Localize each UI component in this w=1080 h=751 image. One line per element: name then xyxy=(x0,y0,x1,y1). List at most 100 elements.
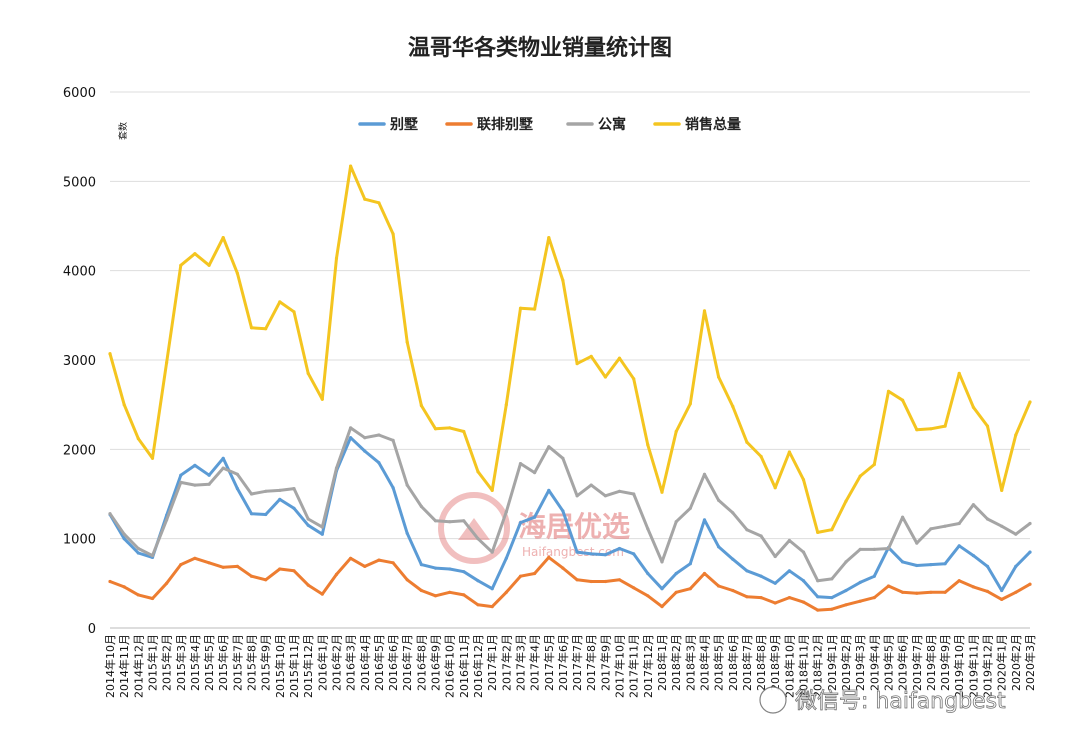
data-point xyxy=(674,520,678,524)
data-point xyxy=(207,473,211,477)
data-point xyxy=(702,309,707,313)
data-point xyxy=(405,531,409,535)
data-point xyxy=(617,489,622,493)
house-icon xyxy=(458,518,490,540)
data-point xyxy=(377,461,381,465)
data-point xyxy=(660,605,664,609)
x-tick-label: 2020年1月 xyxy=(995,634,1009,691)
data-point xyxy=(660,490,664,494)
data-point xyxy=(533,515,537,519)
data-point xyxy=(433,427,438,431)
data-point xyxy=(632,492,636,496)
x-tick-label: 2018年9月 xyxy=(768,634,782,691)
data-point xyxy=(886,584,891,588)
data-point xyxy=(136,437,140,441)
data-point xyxy=(901,515,905,519)
y-axis-label: 套数 xyxy=(117,122,129,140)
data-point xyxy=(985,564,990,569)
data-point xyxy=(547,555,551,560)
x-tick-label: 2018年11月 xyxy=(797,634,811,698)
data-point xyxy=(150,554,155,558)
data-point xyxy=(872,547,876,552)
data-point xyxy=(717,375,721,379)
data-point xyxy=(603,494,608,498)
data-point xyxy=(377,433,381,437)
data-point xyxy=(603,375,608,379)
x-tick-label: 2016年2月 xyxy=(330,634,344,691)
data-point xyxy=(136,593,140,597)
series-line-1 xyxy=(108,555,1032,612)
x-tick-label: 2015年10月 xyxy=(273,634,287,698)
data-point xyxy=(575,578,579,582)
data-point xyxy=(872,574,876,578)
data-point xyxy=(349,426,353,430)
data-point xyxy=(221,236,225,240)
data-point xyxy=(702,571,707,576)
y-tick-label: 3000 xyxy=(63,354,96,369)
data-point xyxy=(759,454,763,459)
data-point xyxy=(533,571,537,576)
data-point xyxy=(589,552,593,556)
x-tick-label: 2019年3月 xyxy=(853,634,867,691)
data-point xyxy=(504,403,508,407)
x-tick-label: 2016年8月 xyxy=(414,634,428,691)
data-point xyxy=(632,552,636,556)
data-point xyxy=(320,532,324,536)
data-point xyxy=(476,537,480,541)
data-point xyxy=(136,546,140,551)
data-point xyxy=(235,487,239,491)
data-point xyxy=(122,537,126,541)
data-point xyxy=(1014,532,1018,536)
chart-title: 温哥华各类物业销量统计图 xyxy=(408,35,672,61)
data-point xyxy=(717,584,721,588)
data-point xyxy=(1000,597,1004,602)
data-point xyxy=(179,563,183,567)
x-tick-label: 2018年7月 xyxy=(740,634,754,691)
data-point xyxy=(929,527,933,531)
x-tick-label: 2014年12月 xyxy=(131,634,145,698)
data-point xyxy=(575,494,579,498)
x-tick-label: 2015年12月 xyxy=(301,634,315,698)
x-tick-label: 2015年11月 xyxy=(287,634,301,698)
x-tick-label: 2015年9月 xyxy=(259,634,273,691)
data-point xyxy=(179,473,183,477)
data-point xyxy=(278,567,282,571)
x-axis-ticks: 2014年10月 2014年11月 2014年12月 2015年1月 2015年2月 20… xyxy=(103,634,1037,698)
data-point xyxy=(292,310,296,314)
x-tick-label: 2019年1月 xyxy=(825,634,839,691)
data-point xyxy=(363,197,367,201)
x-tick-label: 2017年4月 xyxy=(528,634,542,691)
data-point xyxy=(787,450,792,454)
x-tick-label: 2019年9月 xyxy=(938,634,952,691)
data-point xyxy=(122,403,126,407)
x-tick-label: 2015年6月 xyxy=(216,634,230,691)
data-point xyxy=(207,561,211,565)
data-point xyxy=(971,554,976,558)
x-tick-label: 2015年5月 xyxy=(202,634,216,691)
x-tick-label: 2015年4月 xyxy=(188,634,202,691)
data-point xyxy=(957,579,961,583)
data-point xyxy=(561,456,565,460)
data-point xyxy=(292,487,296,491)
data-point xyxy=(702,518,707,522)
data-point xyxy=(547,445,551,449)
x-tick-label: 2017年8月 xyxy=(584,634,598,691)
data-point xyxy=(632,586,636,590)
data-point xyxy=(957,371,961,375)
data-point xyxy=(490,488,494,492)
data-point xyxy=(787,538,792,543)
data-point xyxy=(872,462,876,467)
data-point xyxy=(844,560,848,564)
data-point xyxy=(1028,521,1032,526)
data-point xyxy=(561,278,565,283)
data-point xyxy=(816,595,820,599)
x-tick-label: 2016年1月 xyxy=(315,634,329,691)
data-point xyxy=(801,600,806,604)
data-point xyxy=(674,571,678,576)
data-point xyxy=(193,556,197,560)
data-point xyxy=(943,590,947,594)
data-point xyxy=(929,563,933,567)
data-point xyxy=(122,585,126,589)
data-point xyxy=(603,579,608,584)
